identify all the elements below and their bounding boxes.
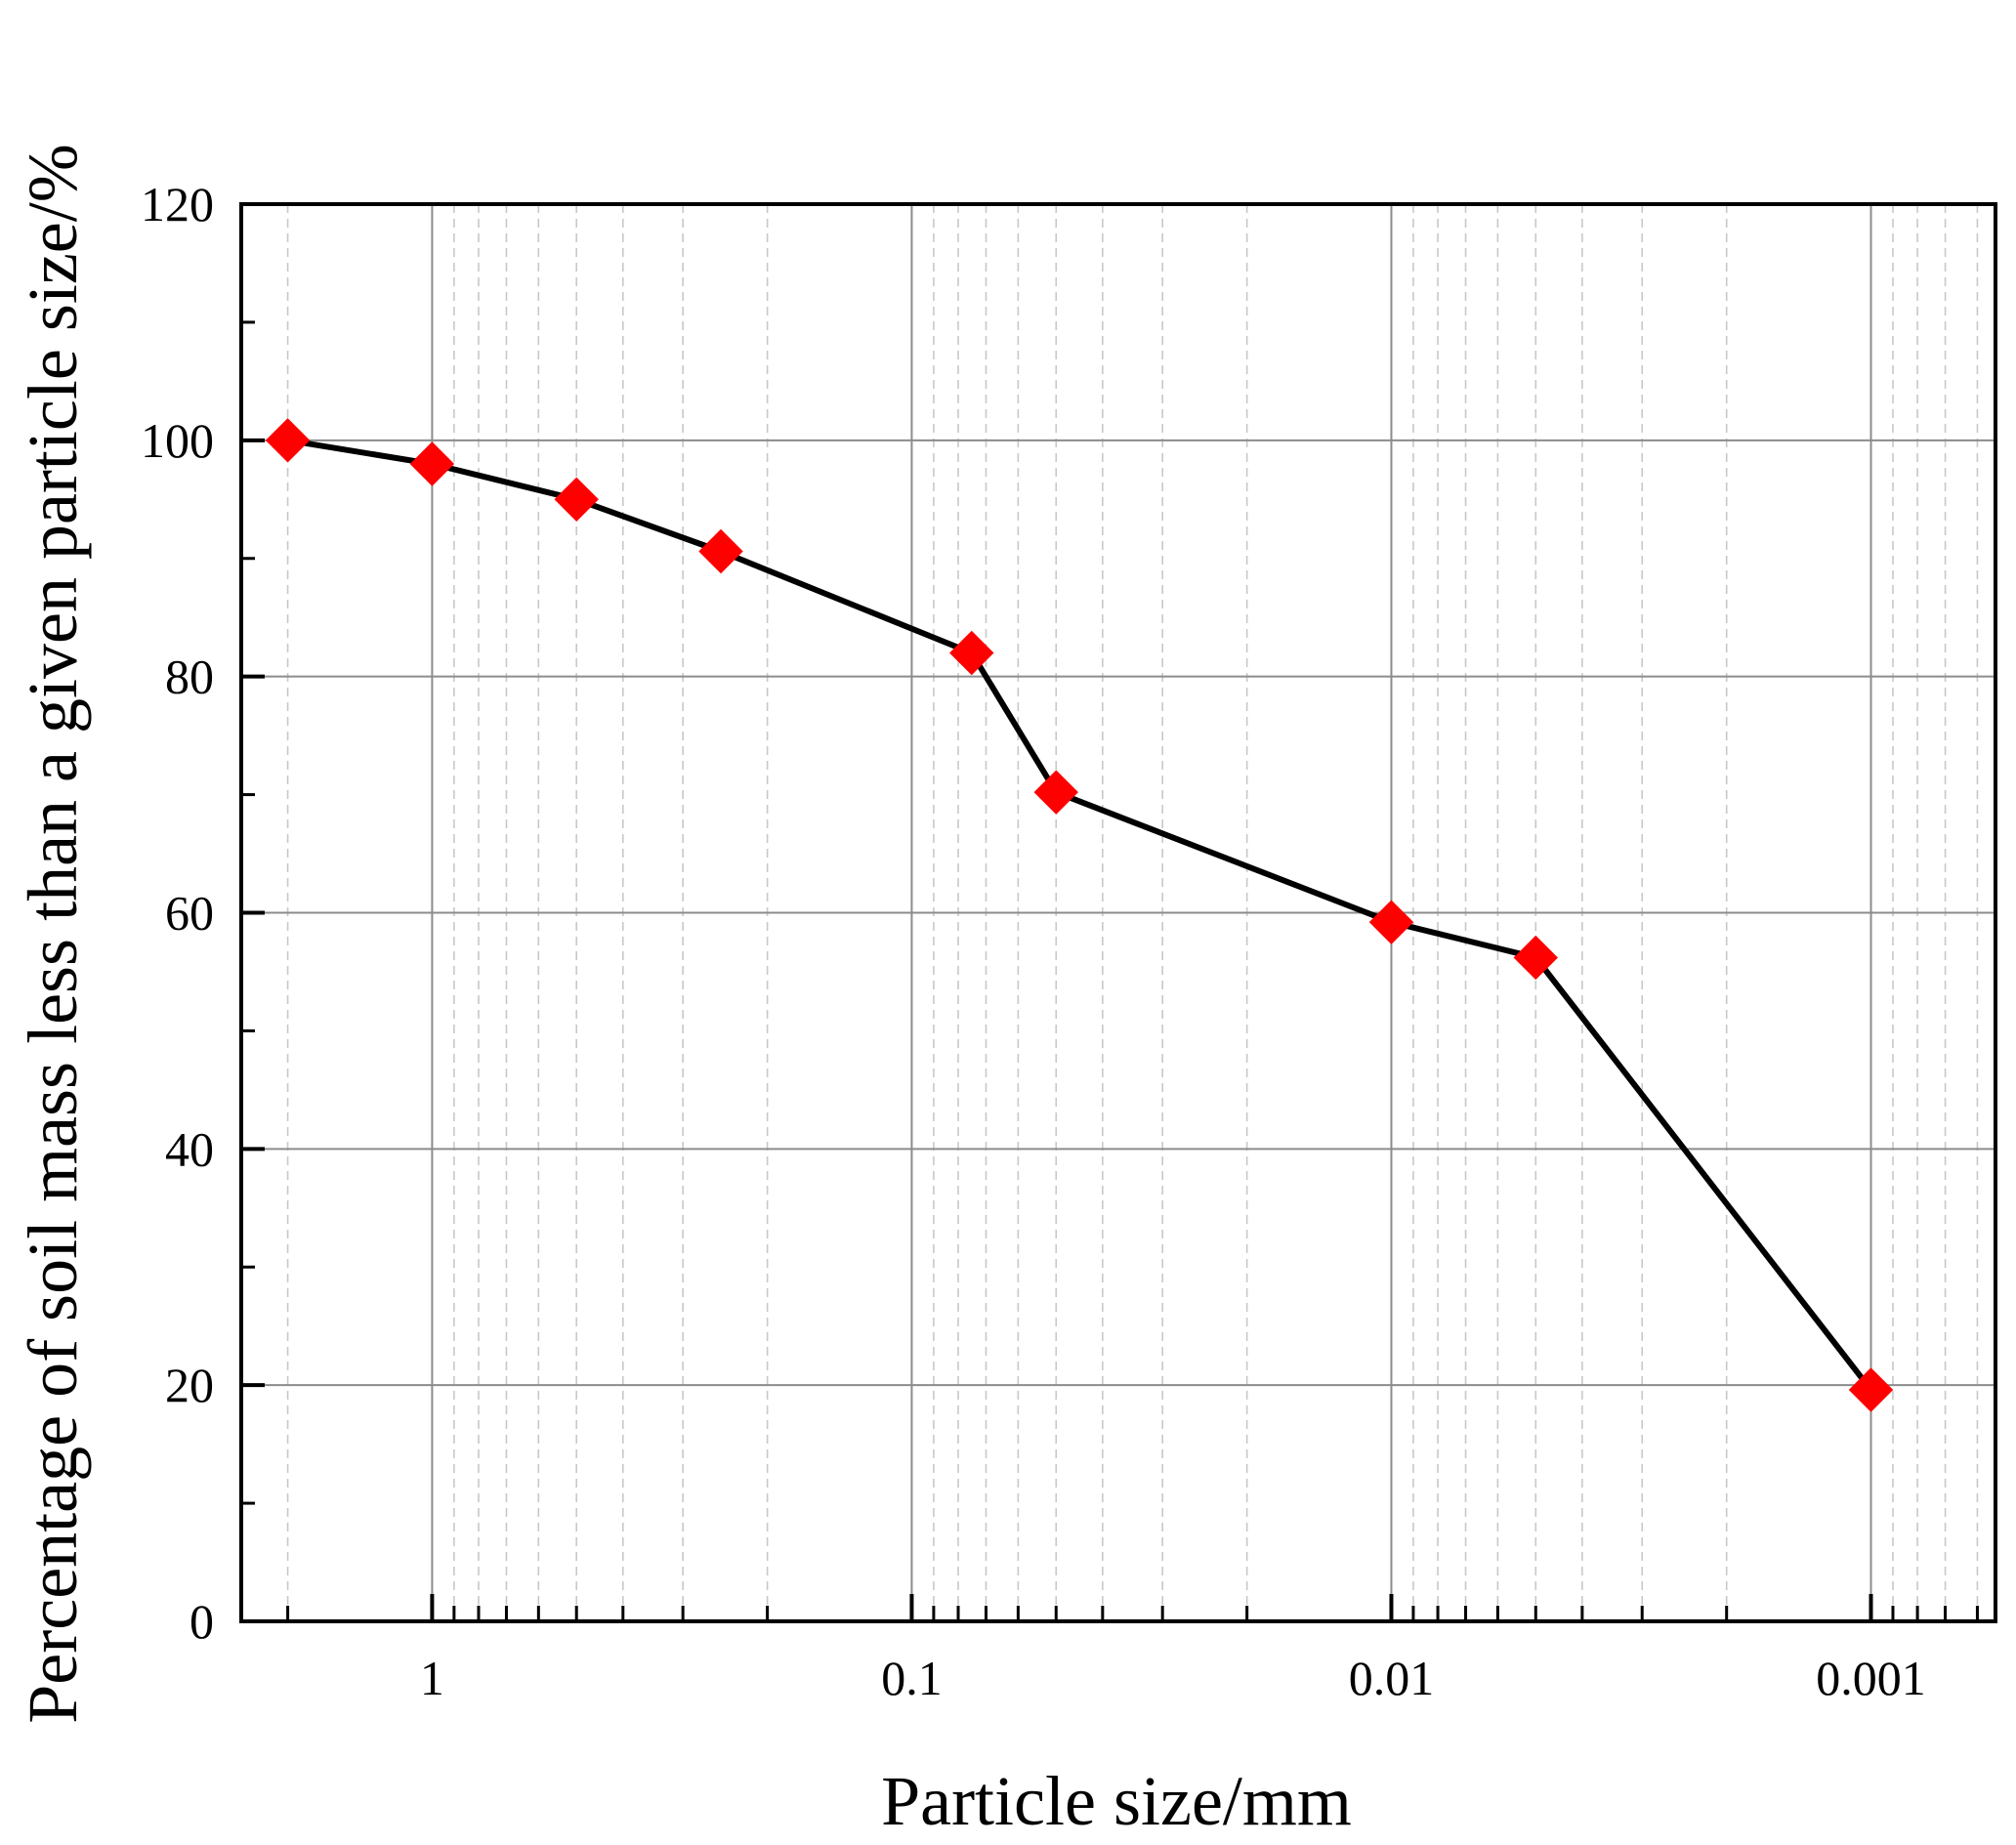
data-point	[949, 630, 994, 676]
data-point	[698, 528, 743, 574]
x-tick-label: 1	[420, 1651, 444, 1705]
y-tick-label: 100	[141, 413, 214, 468]
data-point	[1033, 770, 1078, 815]
y-tick-label: 120	[141, 177, 214, 231]
y-tick-label: 40	[165, 1121, 214, 1176]
data-point	[554, 477, 599, 522]
y-tick-label: 20	[165, 1358, 214, 1412]
data-point	[1848, 1367, 1894, 1412]
x-tick-label: 0.01	[1349, 1651, 1435, 1705]
axes	[239, 202, 1997, 1623]
x-tick-label: 0.001	[1816, 1651, 1926, 1705]
y-tick-label: 0	[189, 1594, 214, 1649]
data-series	[265, 418, 1894, 1412]
data-point	[1513, 935, 1558, 981]
plot-frame	[239, 202, 1997, 1623]
y-tick-label: 80	[165, 650, 214, 704]
y-axis-title: Percentage of soil mass less than a give…	[14, 144, 92, 1723]
data-point	[1368, 900, 1414, 944]
y-tick-label: 60	[165, 886, 214, 941]
tick-labels: 1 0.1 0.01 0.001 0 20 40 60 80 100 120	[141, 177, 1926, 1705]
grid-lines	[241, 204, 1995, 1621]
x-tick-label: 0.1	[881, 1651, 943, 1705]
series-line	[287, 437, 1873, 1392]
x-axis-title: Particle size/mm	[881, 1762, 1352, 1840]
data-point	[265, 418, 311, 463]
data-point	[409, 441, 455, 486]
